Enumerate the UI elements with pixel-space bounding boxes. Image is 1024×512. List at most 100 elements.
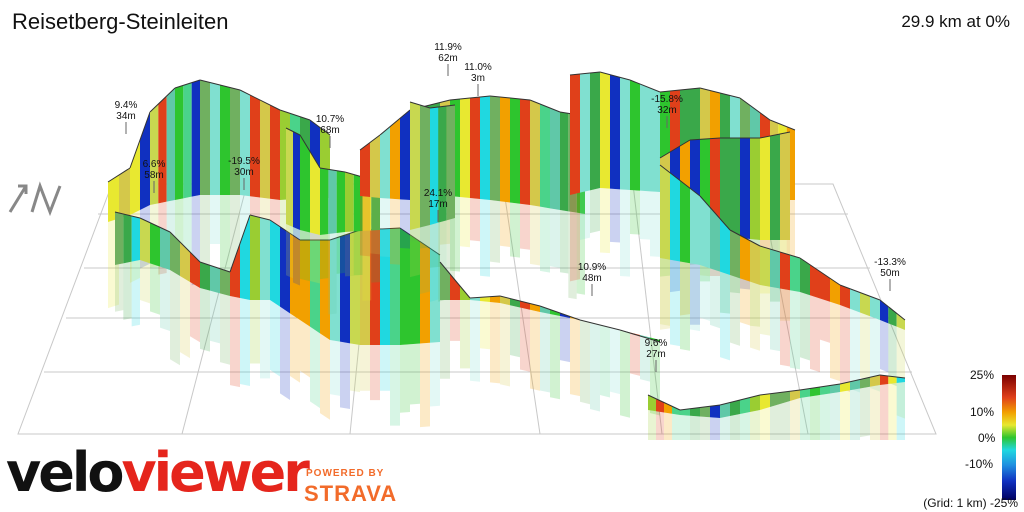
ribbon-top-edge [469, 295, 501, 299]
ribbon-segment [480, 96, 490, 200]
ribbon-segment [600, 72, 610, 189]
ribbon-segment [460, 98, 470, 198]
ribbon-reflection [610, 327, 620, 395]
ribbon-top-edge [699, 195, 731, 231]
ribbon-segment [420, 105, 430, 228]
ribbon-segment [780, 391, 790, 404]
ribbon-segment [540, 306, 550, 314]
ribbon-segment [550, 108, 560, 210]
ribbon-reflection [200, 195, 210, 277]
ribbon-top-edge [449, 95, 491, 101]
ribbon-reflection [770, 286, 780, 352]
ribbon-reflection [550, 208, 560, 268]
ribbon-segment [810, 264, 820, 299]
ribbon-reflection [220, 195, 230, 285]
ribbon-reflection [750, 281, 760, 351]
ribbon-segment [290, 233, 300, 320]
ribbon-segment [438, 106, 447, 223]
ribbon-reflection [190, 282, 200, 343]
ribbon-reflection [720, 416, 730, 440]
ribbon-top-edge [879, 299, 906, 321]
ribbon-reflection [380, 345, 390, 391]
ribbon-reflection [530, 309, 540, 391]
ribbon-segment [170, 232, 180, 276]
gradient-scale-bar [1002, 375, 1016, 500]
ribbon-reflection [180, 276, 190, 359]
ribbon-segment [175, 85, 184, 200]
length-label: 68m [320, 125, 339, 136]
ribbon-segment [690, 407, 700, 417]
ribbon-top-edge [599, 71, 631, 81]
ribbon-reflection [362, 230, 372, 301]
ribbon-top-edge [359, 134, 381, 151]
ribbon-segment [870, 375, 880, 387]
ribbon-reflection [330, 340, 340, 396]
ribbon-top-edge [659, 164, 701, 197]
ribbon-top-edge [429, 104, 456, 109]
ribbon-top-edge [299, 134, 321, 169]
ribbon-segment [650, 88, 660, 192]
ribbon-segment [158, 96, 167, 204]
ribbon-reflection [870, 316, 880, 392]
ribbon-reflection [293, 227, 300, 286]
ribbon-top-edge [839, 284, 881, 301]
ribbon-reflection [800, 396, 810, 440]
north-arrow-icon [8, 181, 62, 217]
ribbon-segment [380, 228, 390, 345]
ribbon-reflection [250, 300, 260, 364]
ribbon-segment [180, 242, 190, 282]
ribbon-reflection [345, 231, 354, 277]
ribbon-reflection [570, 192, 580, 282]
ribbon-reflection [860, 312, 870, 382]
ribbon-reflection [850, 388, 860, 440]
ribbon-reflection [131, 260, 140, 327]
ribbon-reflection [160, 266, 170, 332]
ribbon-top-edge [569, 71, 601, 76]
ribbon-reflection [672, 413, 680, 440]
ribbon-top-edge [139, 217, 171, 233]
ribbon-reflection [150, 263, 160, 315]
length-label: 62m [438, 53, 457, 64]
ribbon-reflection [280, 306, 290, 401]
ribbon-reflection [730, 275, 740, 346]
gradient-label: 6.6% [143, 159, 166, 170]
ribbon-segment [200, 262, 210, 291]
ribbon-top-edge [169, 231, 201, 263]
ribbon-reflection [660, 238, 670, 330]
ribbon-segment [350, 230, 360, 345]
ribbon-reflection [520, 307, 530, 372]
ribbon-reflection [440, 300, 450, 379]
ribbon-segment [390, 228, 400, 345]
ribbon-segment [380, 126, 390, 199]
length-label: 3m [471, 73, 485, 84]
ribbon-reflection [648, 410, 656, 440]
ribbon-reflection [580, 190, 590, 240]
ribbon-segment [850, 288, 860, 313]
ribbon-top-edge [409, 101, 431, 109]
scale-tick-label: -25% [989, 496, 1018, 510]
ribbon-top-edge [679, 404, 721, 411]
ribbon-segment [250, 95, 260, 198]
ribbon-top-edge [199, 79, 241, 91]
ribbon-reflection [760, 407, 770, 440]
ribbon-segment [340, 233, 350, 344]
ribbon-reflection [896, 382, 905, 440]
ribbon-segment [810, 387, 820, 397]
ribbon-segment [360, 142, 370, 197]
length-label: 34m [116, 111, 135, 122]
ribbon-reflection [860, 386, 870, 438]
ribbon-reflection [410, 343, 420, 405]
ribbon-reflection [350, 343, 360, 393]
ribbon-reflection [790, 290, 800, 370]
ribbon-top-edge [629, 79, 661, 93]
length-label: 48m [582, 273, 601, 284]
ribbon-reflection [310, 326, 320, 409]
strava-logo: STRAVA [304, 481, 398, 506]
ribbon-reflection [670, 259, 680, 347]
ribbon-reflection [340, 341, 350, 410]
ribbon-reflection [360, 345, 370, 391]
ribbon-reflection [560, 316, 570, 363]
ribbon-segment [410, 102, 420, 230]
grid-note: (Grid: 1 km) -25% [923, 496, 1018, 510]
ribbon-segment [540, 104, 550, 209]
